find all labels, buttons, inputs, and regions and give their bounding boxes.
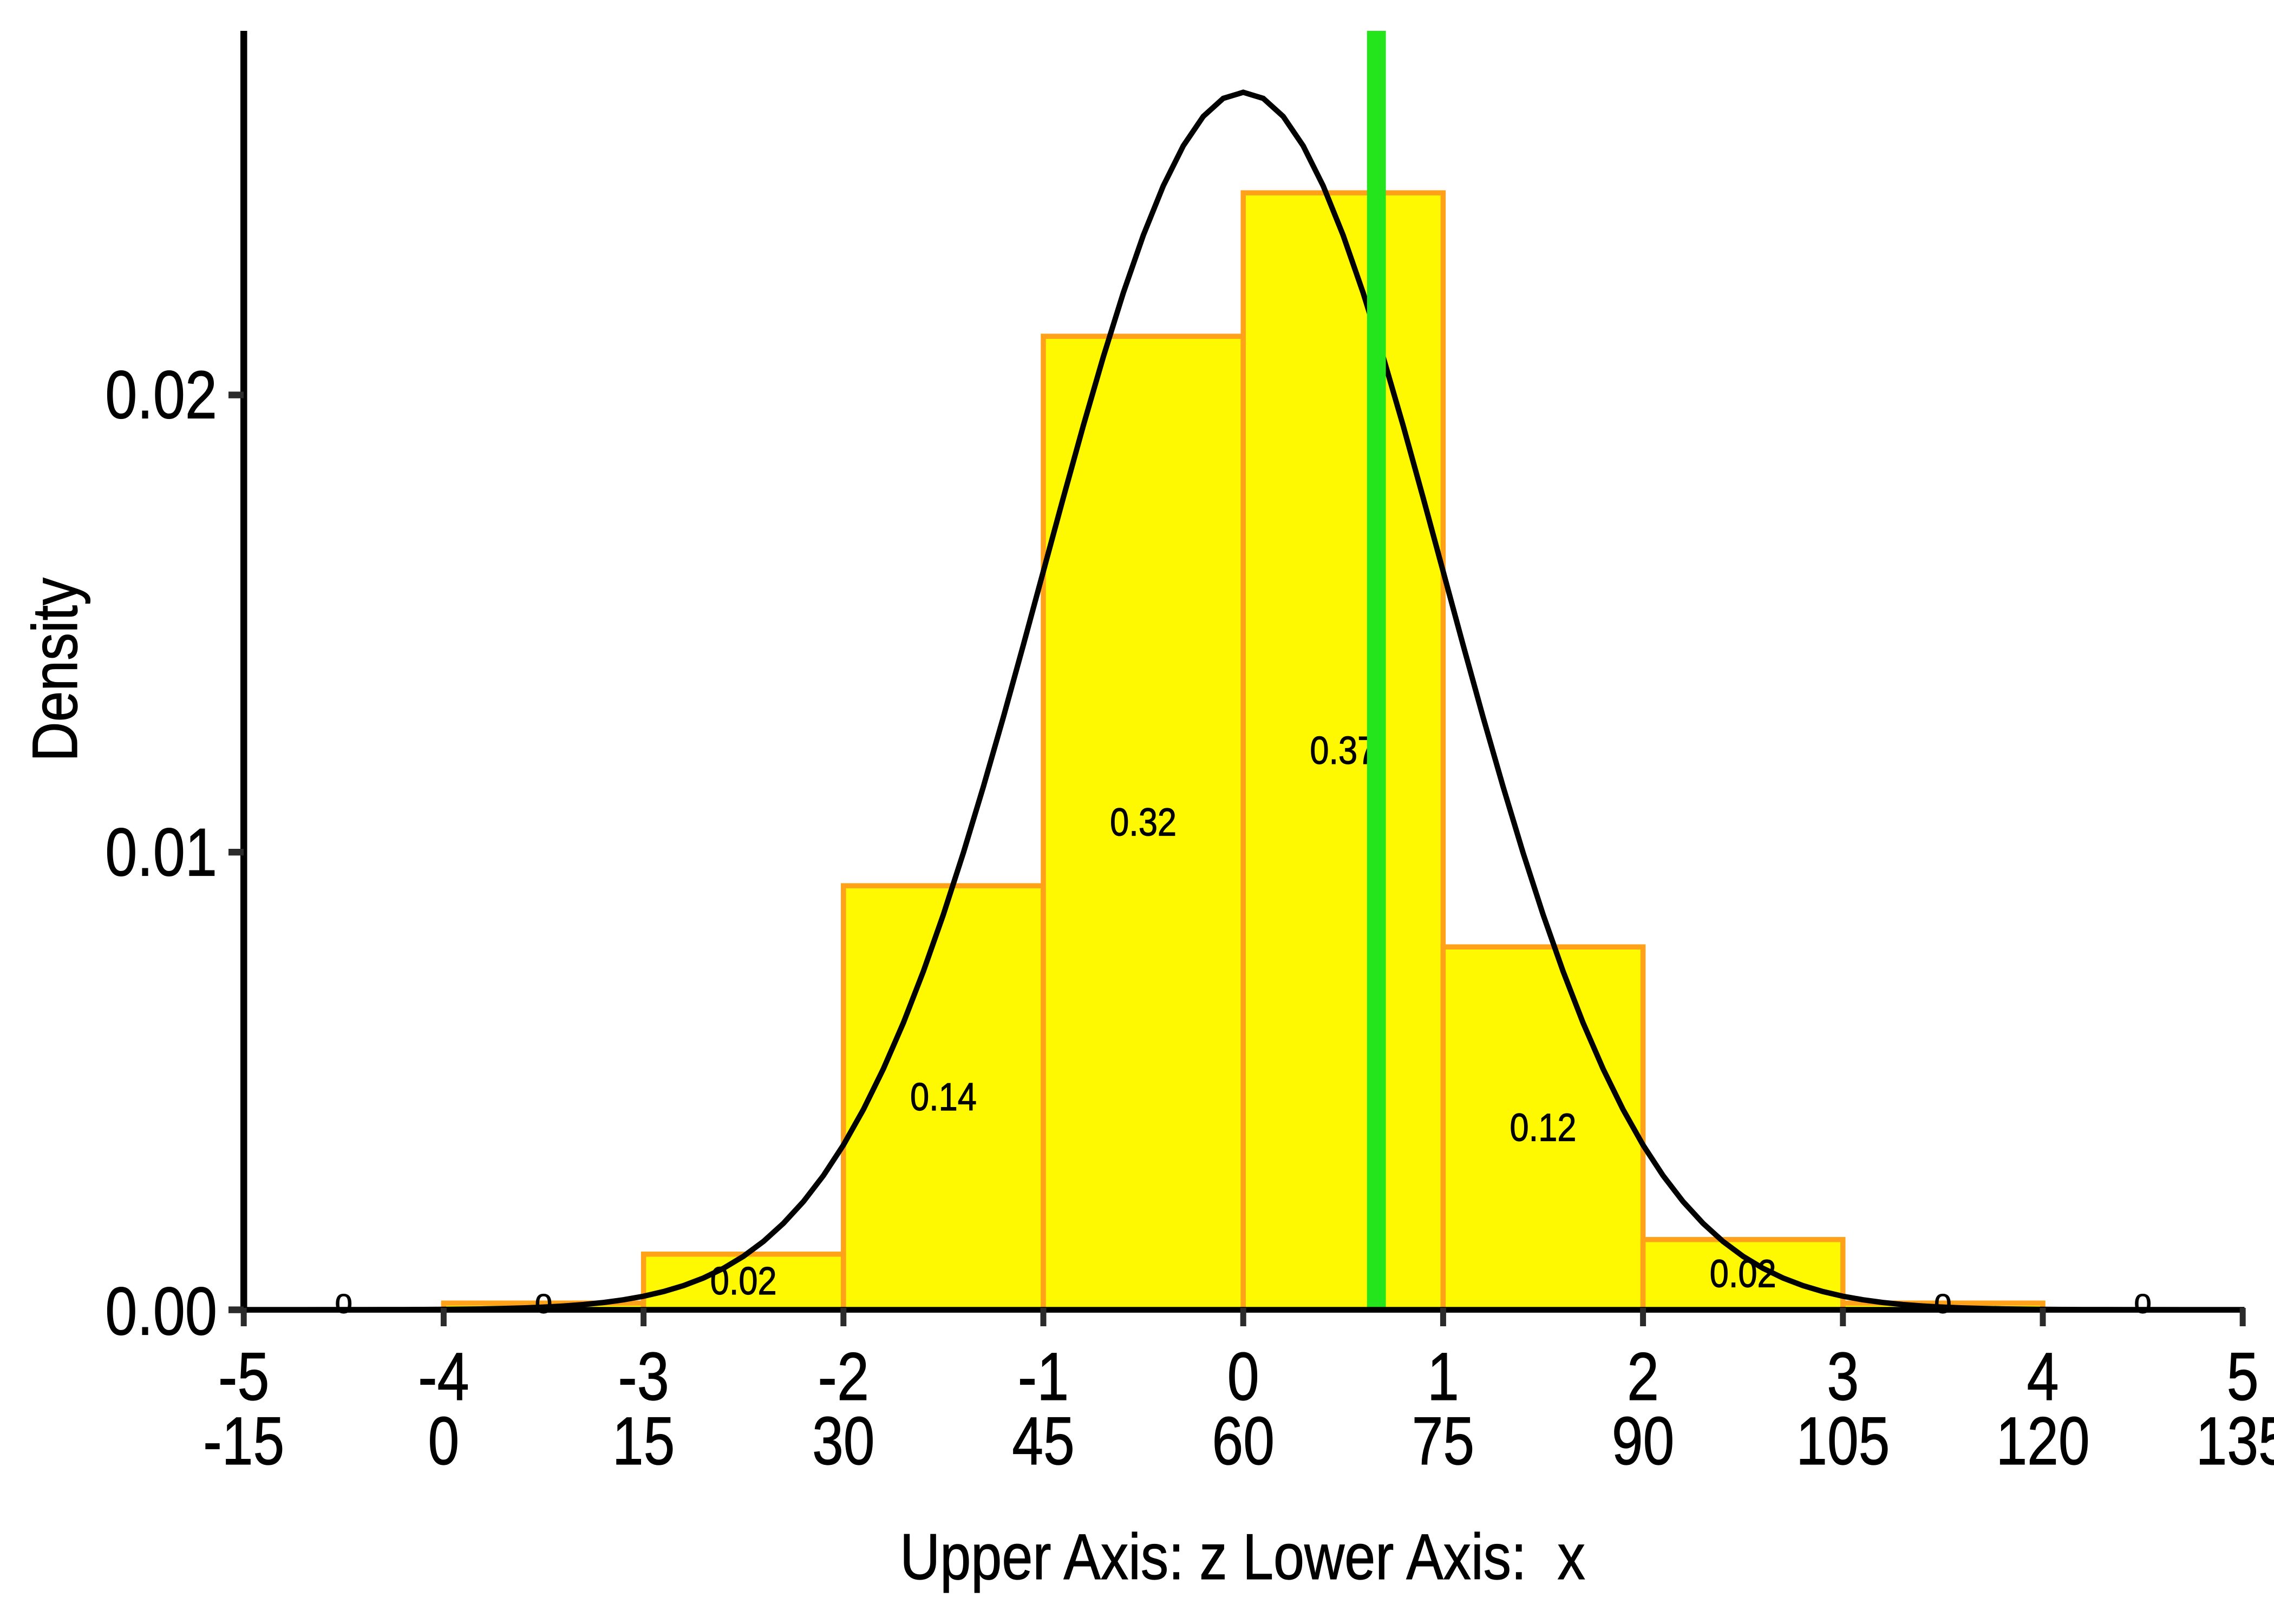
svg-text:0.32: 0.32 xyxy=(1110,800,1177,844)
svg-text:-3: -3 xyxy=(618,1339,669,1415)
svg-text:105: 105 xyxy=(1796,1404,1890,1479)
svg-text:0.12: 0.12 xyxy=(1510,1105,1577,1149)
svg-text:-1: -1 xyxy=(1018,1339,1069,1415)
svg-text:0: 0 xyxy=(1934,1289,1951,1319)
svg-text:Upper Axis: z Lower Axis: x: Upper Axis: z Lower Axis: x xyxy=(900,1520,1585,1593)
svg-text:4: 4 xyxy=(2027,1339,2059,1415)
svg-text:120: 120 xyxy=(1996,1404,2089,1479)
svg-text:Density: Density xyxy=(19,578,91,762)
svg-text:0.02: 0.02 xyxy=(710,1259,777,1303)
svg-text:0: 0 xyxy=(428,1404,460,1479)
svg-text:60: 60 xyxy=(1212,1404,1275,1479)
svg-text:30: 30 xyxy=(812,1404,874,1479)
svg-text:0.14: 0.14 xyxy=(910,1075,977,1119)
svg-text:0: 0 xyxy=(1227,1339,1259,1415)
svg-text:0: 0 xyxy=(2134,1289,2152,1319)
svg-text:-2: -2 xyxy=(818,1339,869,1415)
svg-text:0.00: 0.00 xyxy=(105,1273,217,1349)
svg-text:0.01: 0.01 xyxy=(105,814,217,890)
svg-text:90: 90 xyxy=(1612,1404,1674,1479)
svg-text:0: 0 xyxy=(535,1289,552,1319)
svg-text:135: 135 xyxy=(2196,1404,2274,1479)
svg-text:15: 15 xyxy=(612,1404,675,1479)
svg-text:0.02: 0.02 xyxy=(105,357,217,433)
svg-text:45: 45 xyxy=(1012,1404,1074,1479)
svg-text:75: 75 xyxy=(1412,1404,1474,1479)
svg-text:1: 1 xyxy=(1427,1339,1459,1415)
svg-text:0.37: 0.37 xyxy=(1310,729,1376,772)
svg-text:5: 5 xyxy=(2227,1339,2259,1415)
svg-text:-5: -5 xyxy=(218,1339,269,1415)
svg-text:3: 3 xyxy=(1827,1339,1859,1415)
svg-text:-15: -15 xyxy=(203,1404,284,1479)
svg-text:0: 0 xyxy=(335,1289,352,1319)
svg-text:2: 2 xyxy=(1627,1339,1659,1415)
svg-text:-4: -4 xyxy=(418,1339,469,1415)
